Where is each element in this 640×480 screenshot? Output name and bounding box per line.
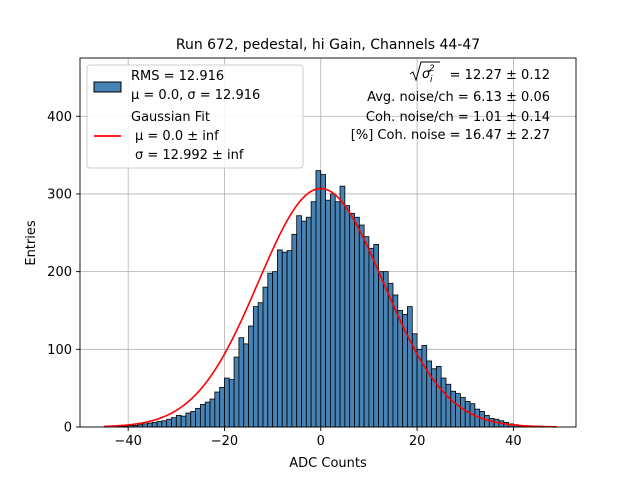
histogram-bar bbox=[204, 401, 211, 428]
histogram-bar bbox=[382, 271, 389, 428]
histogram-bar bbox=[421, 345, 428, 428]
histogram-bar bbox=[166, 418, 172, 428]
histogram-bar bbox=[195, 407, 201, 428]
histogram-bar bbox=[209, 398, 216, 428]
histogram-bar bbox=[161, 420, 168, 428]
histogram-bar bbox=[175, 414, 182, 428]
histogram-bar bbox=[330, 193, 336, 428]
y-tick-label: 0 bbox=[64, 421, 72, 436]
noise-annotations: σ 2 i = 12.27 ± 0.12 Avg. noise/ch = 6.1… bbox=[351, 61, 550, 143]
histogram-bar bbox=[171, 417, 177, 428]
histogram-bar bbox=[224, 377, 230, 428]
histogram-bar bbox=[296, 215, 302, 428]
histogram-bar bbox=[243, 343, 249, 428]
histogram-bar bbox=[238, 337, 245, 428]
histogram-bar bbox=[305, 216, 312, 428]
sigma-sqrt-symbol: σ 2 i bbox=[409, 61, 440, 85]
histogram-bar bbox=[315, 170, 322, 428]
y-tick-label: 300 bbox=[47, 187, 72, 202]
histogram-bar bbox=[435, 366, 442, 428]
histogram-bar bbox=[488, 418, 495, 428]
sigma-value-text: = 12.27 ± 0.12 bbox=[450, 68, 550, 83]
histogram-bar bbox=[257, 302, 264, 428]
x-tick-label: −40 bbox=[114, 434, 141, 449]
y-tick-label: 200 bbox=[47, 265, 72, 280]
x-tick-label: 0 bbox=[317, 434, 325, 449]
histogram-bar bbox=[151, 421, 158, 428]
pct-coh-noise-text: [%] Coh. noise = 16.47 ± 2.27 bbox=[351, 128, 550, 143]
histogram-bar bbox=[339, 185, 346, 428]
y-axis-ticks: 0 100 200 300 400 bbox=[47, 110, 80, 436]
histogram-bar bbox=[460, 397, 466, 428]
x-axis-ticks: −40 −20 0 20 40 bbox=[114, 427, 522, 449]
histogram-bar bbox=[445, 383, 452, 428]
histogram-bar bbox=[185, 412, 192, 428]
histogram-bar bbox=[407, 306, 413, 428]
svg-text:i: i bbox=[430, 75, 433, 85]
histogram-bar bbox=[286, 250, 293, 428]
histogram-bar bbox=[455, 393, 461, 428]
histogram-bar bbox=[228, 379, 235, 428]
histogram-bar bbox=[156, 421, 163, 428]
y-tick-label: 100 bbox=[47, 343, 72, 358]
svg-text:2: 2 bbox=[429, 64, 435, 74]
histogram-bar bbox=[267, 272, 274, 428]
y-axis-label: Entries bbox=[24, 220, 39, 266]
histogram-bar bbox=[262, 286, 269, 428]
x-axis-label: ADC Counts bbox=[289, 456, 367, 471]
histogram-bar bbox=[334, 201, 341, 428]
histogram-bar bbox=[291, 233, 298, 428]
legend-histogram-label: RMS = 12.916 bbox=[131, 69, 224, 84]
histogram-bar bbox=[219, 386, 225, 428]
histogram-bar bbox=[397, 310, 404, 428]
histogram-bar bbox=[378, 271, 384, 428]
histogram-bar bbox=[320, 174, 326, 428]
x-tick-label: 20 bbox=[409, 434, 426, 449]
histogram-bar bbox=[281, 251, 288, 428]
histogram-bar bbox=[325, 199, 331, 428]
x-tick-label: 40 bbox=[505, 434, 522, 449]
histogram-bar bbox=[354, 216, 360, 428]
avg-noise-text: Avg. noise/ch = 6.13 ± 0.06 bbox=[367, 90, 550, 105]
histogram-bar bbox=[214, 391, 221, 428]
histogram-bar bbox=[358, 224, 365, 428]
histogram-bar bbox=[252, 306, 259, 428]
histogram-bar bbox=[272, 271, 278, 428]
legend-histogram-patch bbox=[93, 81, 122, 93]
histogram-bar bbox=[233, 356, 240, 428]
legend-fit-mu: μ = 0.0 ± inf bbox=[135, 129, 219, 144]
histogram-bar bbox=[199, 404, 206, 428]
legend-fit-label: Gaussian Fit bbox=[131, 110, 210, 125]
x-tick-label: −20 bbox=[211, 434, 238, 449]
coh-noise-text: Coh. noise/ch = 1.01 ± 0.14 bbox=[366, 110, 550, 125]
histogram-bar bbox=[464, 400, 471, 428]
histogram-bar bbox=[142, 423, 148, 428]
histogram-bars bbox=[118, 170, 538, 428]
legend-histogram-stats: μ = 0.0, σ = 12.916 bbox=[131, 88, 260, 103]
histogram-bar bbox=[344, 205, 351, 428]
svg-text:σ: σ bbox=[422, 67, 431, 82]
histogram-bar bbox=[147, 422, 153, 428]
y-tick-label: 400 bbox=[47, 110, 72, 125]
histogram-bar bbox=[248, 325, 254, 428]
plot-frame bbox=[79, 57, 577, 428]
histogram-bar bbox=[277, 249, 283, 428]
legend-box bbox=[86, 64, 304, 169]
histogram-bar bbox=[310, 201, 317, 428]
histogram-bar bbox=[440, 377, 447, 428]
histogram-bar bbox=[363, 236, 370, 428]
histogram-bar bbox=[373, 244, 379, 428]
histogram-bar bbox=[190, 411, 196, 428]
histogram-bar bbox=[180, 415, 187, 428]
chart-title: Run 672, pedestal, hi Gain, Channels 44-… bbox=[176, 37, 480, 53]
histogram-bar bbox=[450, 390, 457, 428]
histogram-bar bbox=[301, 220, 307, 428]
legend-fit-sigma: σ = 12.992 ± inf bbox=[135, 148, 244, 163]
gaussian-fit-line bbox=[104, 187, 557, 428]
legend: RMS = 12.916 μ = 0.0, σ = 12.916 Gaussia… bbox=[86, 64, 304, 169]
histogram-bar bbox=[349, 212, 355, 428]
histogram-bar bbox=[368, 247, 375, 428]
